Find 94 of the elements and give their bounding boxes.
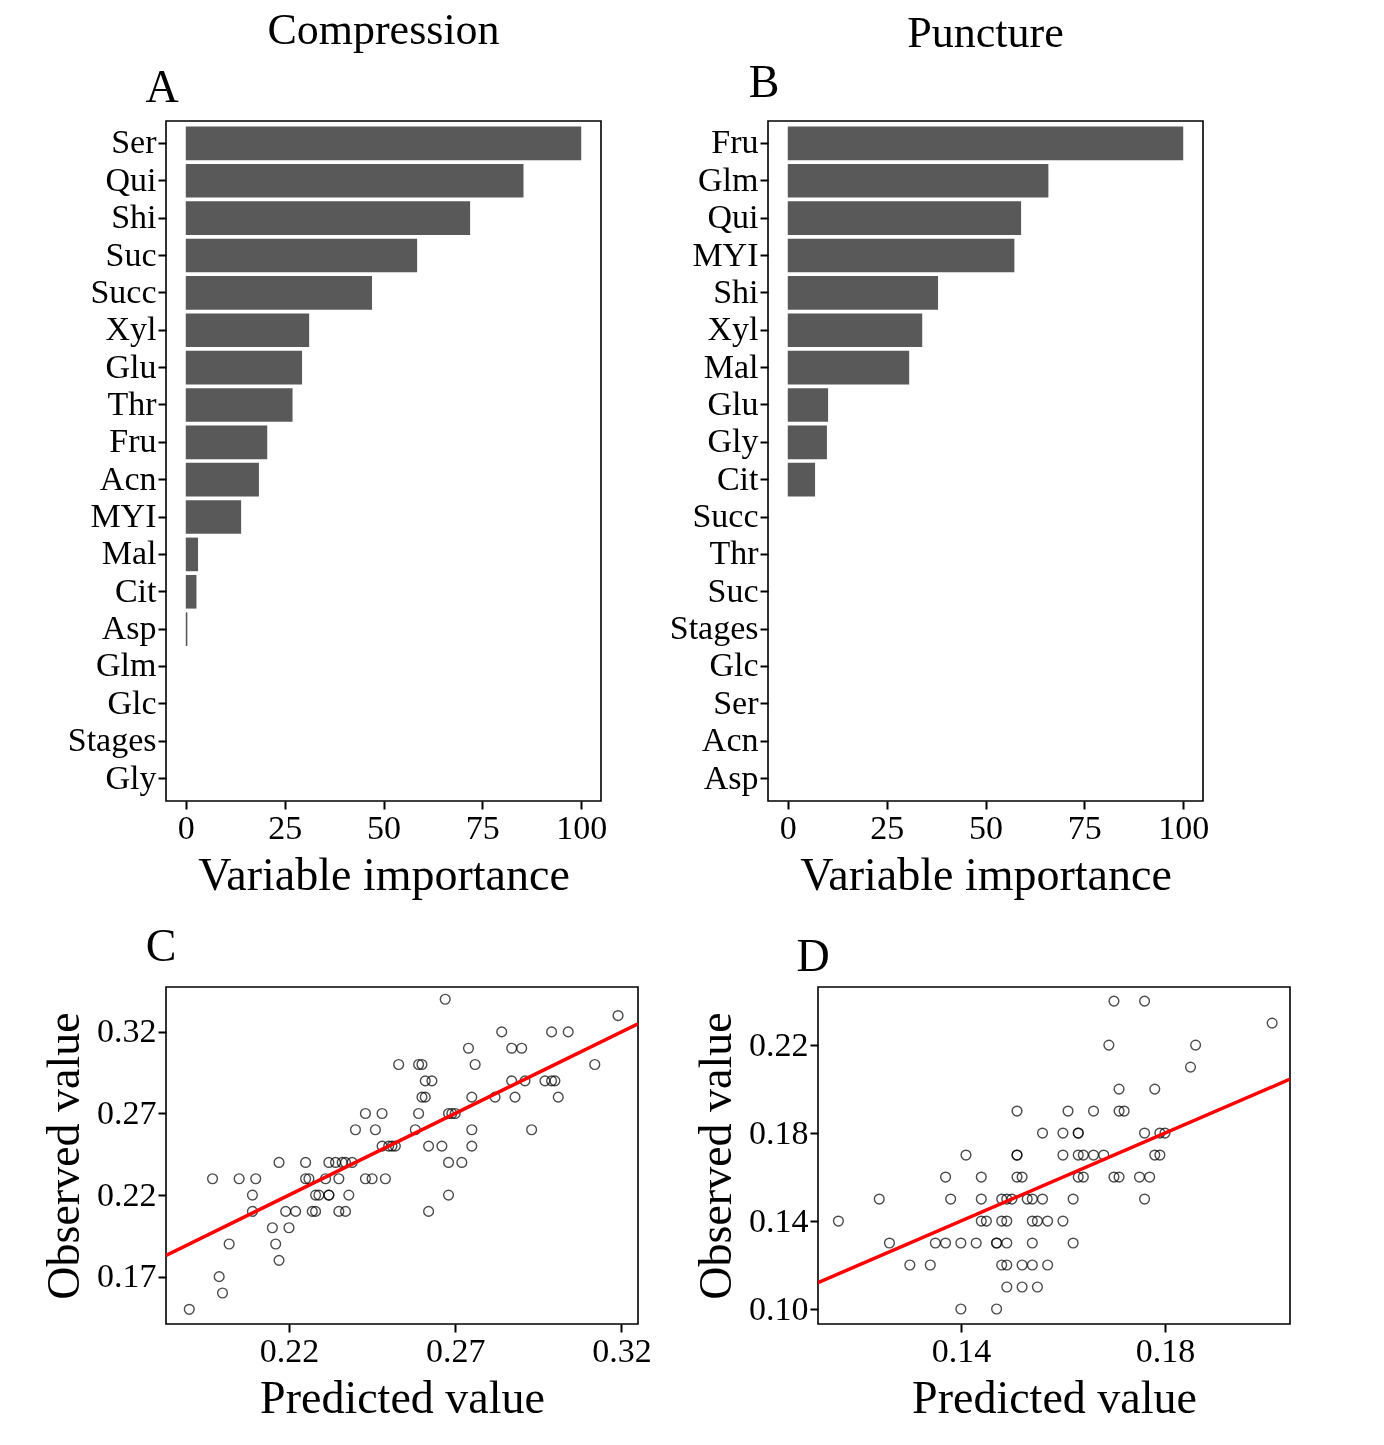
y-tick-label: Glu: [105, 347, 157, 385]
y-tick-label: Xyl: [105, 310, 157, 348]
y-tick-label: Glu: [707, 384, 759, 422]
y-tick-label: Succ: [692, 497, 759, 535]
x-tick-label: 25: [870, 808, 905, 846]
y-tick-label: 0.14: [749, 1201, 809, 1239]
y-tick-label: Thr: [107, 384, 158, 422]
y-tick-label: Shi: [111, 198, 157, 236]
y-tick-label: Ser: [713, 683, 760, 721]
text: A: [145, 61, 179, 112]
y-tick-label: Fru: [711, 123, 759, 161]
y-tick-label: Mal: [703, 347, 759, 385]
y-tick-label: Glc: [107, 683, 157, 721]
bar: [787, 313, 923, 348]
y-tick-label: Asp: [703, 758, 759, 796]
bar: [787, 350, 910, 385]
bar: [787, 462, 816, 497]
y-tick-label: MYI: [90, 497, 157, 535]
x-tick-label: 0: [177, 808, 195, 846]
y-tick-label: Mal: [101, 534, 157, 572]
bar: [185, 163, 524, 198]
y-tick-label: Qui: [707, 198, 759, 236]
y-tick-label: Stages: [669, 609, 759, 647]
text: C: [145, 920, 177, 971]
y-tick-label: 0.22: [749, 1025, 809, 1063]
x-tick-label: 0.27: [425, 1331, 486, 1369]
y-tick-label: Cit: [716, 459, 760, 497]
y-tick-label: 0.32: [97, 1012, 157, 1050]
y-tick-label: Glm: [698, 160, 759, 198]
bar: [787, 201, 1022, 235]
y-tick-label: Cit: [114, 571, 158, 609]
bar: [185, 425, 268, 460]
y-tick-label: 0.17: [97, 1257, 157, 1295]
y-tick-label: 0.10: [749, 1289, 809, 1327]
y-tick-label: 0.27: [97, 1093, 157, 1131]
bar: [185, 500, 242, 534]
bar: [185, 574, 197, 609]
y-tick-label: Acn: [701, 721, 759, 759]
y-tick-label: Xyl: [707, 310, 759, 348]
y-tick-label: 0.18: [749, 1113, 809, 1151]
bar: [185, 462, 259, 497]
bar: [185, 388, 293, 422]
chart-title: Compression: [267, 5, 500, 54]
bar: [185, 201, 471, 235]
bar: [185, 276, 373, 310]
y-tick-label: Gly: [707, 422, 759, 460]
bar: [185, 350, 303, 385]
x-axis-title: Variable importance: [800, 848, 1172, 900]
x-tick-label: 100: [556, 808, 608, 846]
y-tick-label: Asp: [101, 609, 157, 647]
y-tick-label: Glc: [709, 646, 759, 684]
text: D: [796, 930, 830, 981]
x-tick-label: 25: [268, 808, 303, 846]
y-tick-label: Thr: [709, 534, 760, 572]
y-tick-label: Glm: [96, 646, 157, 684]
bar: [185, 313, 310, 348]
x-tick-label: 100: [1158, 808, 1210, 846]
y-tick-label: Fru: [109, 422, 157, 460]
y-tick-label: Succ: [90, 272, 157, 310]
x-tick-label: 0.22: [259, 1331, 320, 1369]
bar: [787, 163, 1049, 198]
x-tick-label: 0.18: [1135, 1331, 1196, 1369]
x-tick-label: 50: [969, 808, 1003, 846]
bar: [185, 126, 582, 161]
y-axis-title: Observed value: [690, 1012, 741, 1300]
bar: [787, 388, 829, 422]
x-tick-label: 0.32: [592, 1331, 652, 1369]
y-tick-label: Suc: [105, 235, 157, 273]
y-tick-label: Stages: [67, 721, 157, 759]
chart-title: Puncture: [907, 8, 1064, 57]
y-tick-label: Gly: [105, 758, 157, 796]
bar: [787, 238, 1015, 273]
y-tick-label: Suc: [707, 571, 759, 609]
y-tick-label: 0.22: [97, 1175, 157, 1213]
x-axis-title: Variable importance: [198, 848, 570, 900]
y-tick-label: MYI: [692, 235, 759, 273]
bar: [787, 126, 1184, 161]
y-tick-label: Ser: [111, 123, 158, 161]
x-axis-title: Predicted value: [912, 1371, 1197, 1423]
y-tick-label: Shi: [713, 272, 759, 310]
text: B: [748, 56, 780, 107]
x-tick-label: 75: [1067, 808, 1102, 846]
bar: [185, 537, 199, 572]
x-tick-label: 50: [367, 808, 401, 846]
x-tick-label: 0: [779, 808, 797, 846]
x-tick-label: 75: [465, 808, 500, 846]
x-tick-label: 0.14: [931, 1331, 992, 1369]
bar: [787, 276, 939, 310]
x-axis-title: Predicted value: [260, 1371, 545, 1423]
bar: [787, 425, 827, 460]
bar: [185, 238, 418, 273]
y-tick-label: Acn: [99, 459, 157, 497]
y-axis-title: Observed value: [38, 1012, 89, 1300]
y-tick-label: Qui: [105, 160, 157, 198]
